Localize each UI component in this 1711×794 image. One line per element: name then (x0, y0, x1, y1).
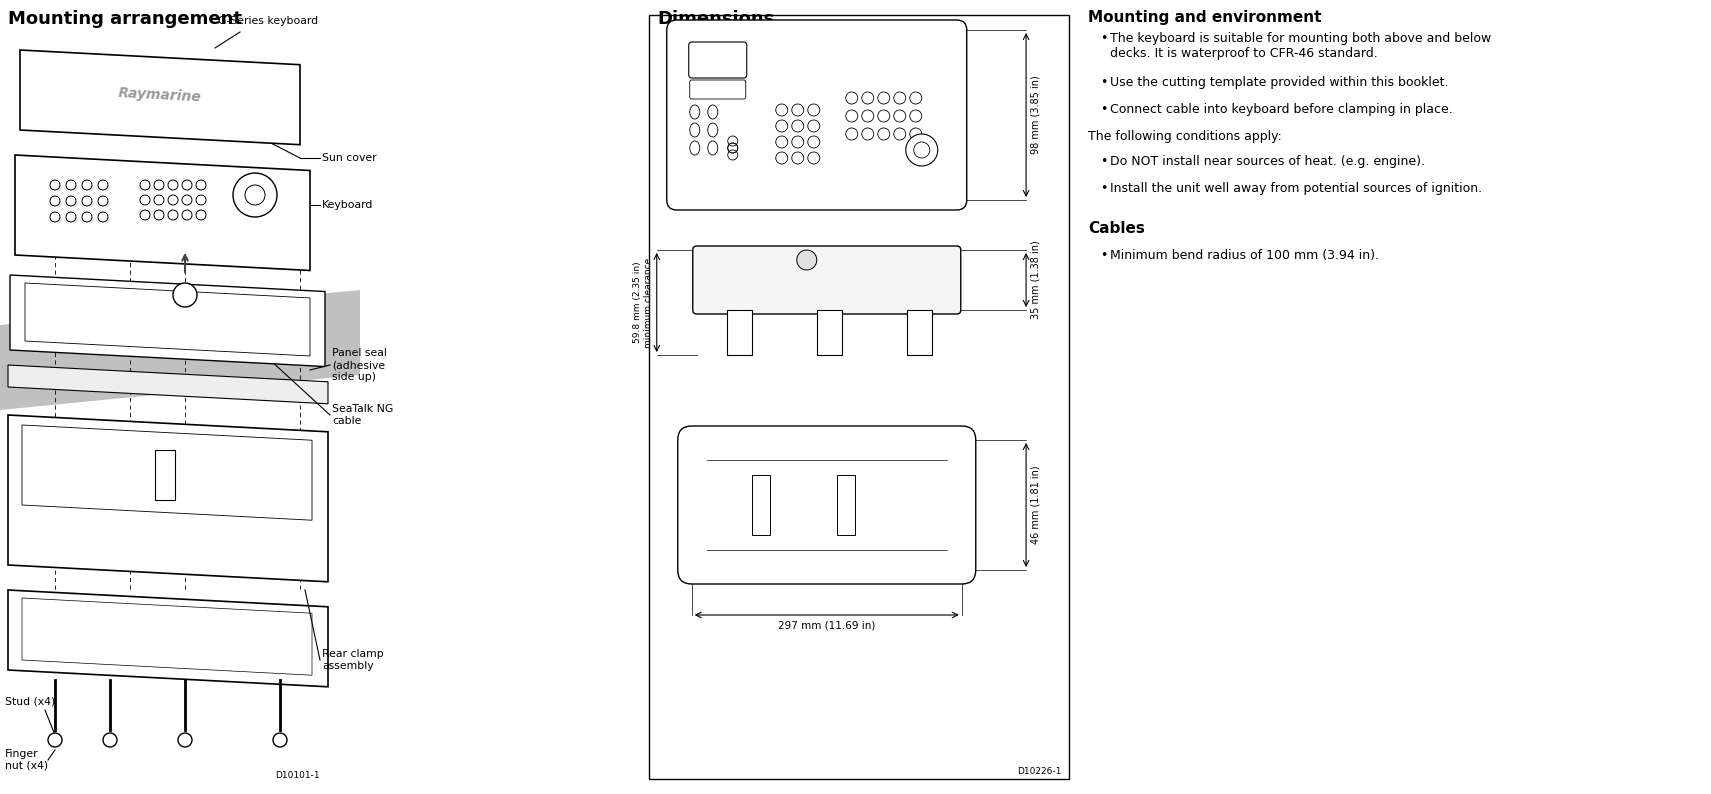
Bar (751, 475, 770, 535)
Circle shape (905, 134, 938, 166)
Bar (648, 15, 1069, 779)
Circle shape (173, 283, 197, 307)
Text: •: • (1100, 155, 1107, 168)
Text: Dimensions: Dimensions (657, 10, 775, 28)
Text: Panel seal
(adhesive
side up): Panel seal (adhesive side up) (332, 349, 387, 382)
Circle shape (797, 250, 816, 270)
FancyBboxPatch shape (678, 426, 975, 584)
Polygon shape (9, 365, 329, 404)
Text: Finger
nut (x4): Finger nut (x4) (5, 750, 48, 771)
Text: •: • (1100, 32, 1107, 45)
Text: Do NOT install near sources of heat. (e.g. engine).: Do NOT install near sources of heat. (e.… (1110, 155, 1425, 168)
Polygon shape (10, 275, 325, 367)
Text: Connect cable into keyboard before clamping in place.: Connect cable into keyboard before clamp… (1110, 103, 1453, 116)
Text: D10226-1: D10226-1 (1016, 767, 1061, 776)
Polygon shape (15, 155, 310, 271)
Polygon shape (21, 50, 299, 145)
Text: The following conditions apply:: The following conditions apply: (1088, 130, 1282, 143)
Text: 59.8 mm (2.35 in)
minimum clearance: 59.8 mm (2.35 in) minimum clearance (633, 257, 654, 348)
Polygon shape (0, 290, 359, 410)
Text: Stud (x4): Stud (x4) (5, 697, 55, 707)
Circle shape (233, 173, 277, 217)
Text: Install the unit well away from potential sources of ignition.: Install the unit well away from potentia… (1110, 182, 1482, 195)
Text: SeaTalk NG
cable: SeaTalk NG cable (332, 404, 394, 426)
Circle shape (178, 733, 192, 747)
Bar (816, 310, 842, 355)
FancyBboxPatch shape (693, 246, 962, 314)
Text: •: • (1100, 103, 1107, 116)
Text: 98 mm (3.85 in): 98 mm (3.85 in) (1030, 75, 1040, 154)
Text: Mounting and environment: Mounting and environment (1088, 10, 1321, 25)
Text: 35 mm (1.38 in): 35 mm (1.38 in) (1030, 241, 1040, 319)
Text: Keyboard: Keyboard (322, 200, 373, 210)
Text: •: • (1100, 76, 1107, 89)
Text: G-Series keyboard: G-Series keyboard (217, 16, 318, 26)
Circle shape (48, 733, 62, 747)
Polygon shape (9, 415, 329, 582)
Circle shape (274, 733, 287, 747)
Bar (727, 310, 751, 355)
FancyBboxPatch shape (667, 20, 967, 210)
Text: Use the cutting template provided within this booklet.: Use the cutting template provided within… (1110, 76, 1449, 89)
Text: •: • (1100, 182, 1107, 195)
Bar (837, 475, 856, 535)
Circle shape (103, 733, 116, 747)
Text: Cables: Cables (1088, 221, 1145, 236)
Text: Mounting arrangement: Mounting arrangement (9, 10, 241, 28)
Polygon shape (9, 590, 329, 687)
Text: The keyboard is suitable for mounting both above and below
decks. It is waterpro: The keyboard is suitable for mounting bo… (1110, 32, 1492, 60)
Text: •: • (1100, 249, 1107, 262)
Text: Raymarine: Raymarine (118, 86, 202, 104)
Text: Rear clamp
assembly: Rear clamp assembly (322, 649, 383, 671)
Text: 297 mm (11.69 in): 297 mm (11.69 in) (779, 621, 876, 631)
Text: D10101-1: D10101-1 (275, 771, 320, 780)
Bar (156, 450, 175, 500)
Bar (907, 310, 932, 355)
Text: Minimum bend radius of 100 mm (3.94 in).: Minimum bend radius of 100 mm (3.94 in). (1110, 249, 1379, 262)
Text: 46 mm (1.81 in): 46 mm (1.81 in) (1030, 466, 1040, 545)
Text: Sun cover: Sun cover (322, 153, 376, 163)
